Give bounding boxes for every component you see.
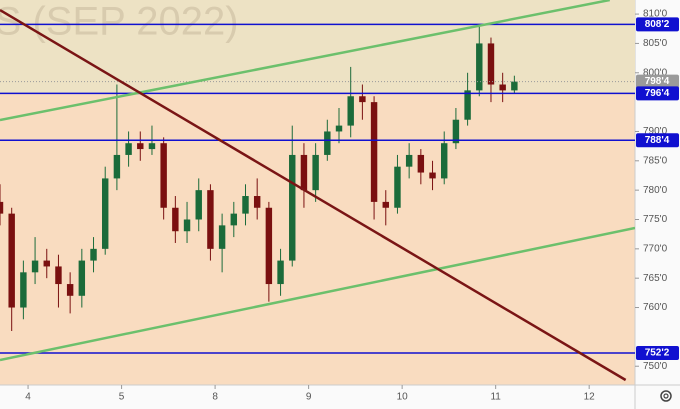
price-badge-label: 788'4 [645,135,670,146]
x-tick-label: 9 [306,392,312,403]
candle-body [347,96,354,126]
price-badge-label: 808'2 [645,19,670,30]
candle-body [78,260,86,296]
candle-body [218,225,226,249]
candle-body [511,81,518,91]
candle-body [207,190,214,249]
candle-body [148,143,156,150]
candle-body [0,201,4,214]
candle-body [172,207,179,232]
y-tick-label: 765'0 [643,273,668,284]
price-badge-label: 798'4 [645,76,670,87]
price-axis [635,0,680,409]
candle-body [452,119,460,144]
y-tick-label: 805'0 [643,38,668,49]
candle-body [476,43,483,91]
candle-body [324,131,331,155]
price-badge [636,346,679,361]
x-tick-label: 11 [490,392,501,403]
settings-icon[interactable] [660,390,672,402]
candle-body [160,143,167,208]
price-badge-label: 796'4 [645,88,670,99]
candle-body [43,260,50,267]
candle-body [90,248,97,261]
candle-body [394,166,401,208]
candle-body [499,84,506,91]
candle-body [242,196,249,214]
candle-body [335,125,343,132]
candle-body [464,90,471,120]
candle-body [370,102,378,202]
candle-body [125,143,132,155]
candle-body [20,272,27,308]
y-tick-label: 760'0 [643,302,668,313]
plot: ES (SEP 2022) [0,0,635,382]
trend-line [0,9,627,382]
y-tick-label: 770'0 [643,243,668,254]
x-tick-label: 10 [397,392,409,403]
candle-body [31,260,39,273]
candle-body [382,201,389,208]
y-tick-label: 750'0 [643,361,668,372]
candle-body [183,219,191,232]
time-axis [0,385,680,409]
candle-body [359,96,366,103]
trend-line [0,0,610,122]
candle-body [113,154,121,179]
y-tick-label: 800'0 [643,67,668,78]
candle-body [405,154,413,167]
candle-body [429,172,436,179]
candle-body [253,196,261,208]
x-tick-label: 5 [119,392,125,403]
candle-body [277,260,284,285]
price-badge [636,17,679,32]
candle-body [312,154,319,191]
y-tick-label: 810'0 [643,9,668,20]
watermark: ES (SEP 2022) [0,0,239,44]
price-badge [636,133,679,148]
x-tick-label: 4 [25,392,31,403]
candle-body [101,178,109,249]
y-tick-label: 775'0 [643,214,668,225]
candle-body [55,266,62,285]
y-tick-label: 785'0 [643,155,668,166]
y-tick-label: 790'0 [643,126,668,137]
price-badge [636,74,679,89]
candle-body [487,43,495,85]
candle-body [137,143,144,150]
candle-body [417,154,425,173]
candle-body [289,154,296,261]
price-badge-label: 752'2 [645,348,670,359]
candle-body [441,143,448,179]
x-tick-label: 12 [584,392,596,403]
candle-body [230,213,238,226]
candle-body [66,284,74,296]
candle-body [300,154,308,191]
trend-line [0,226,635,362]
candle-body [265,207,273,285]
x-tick-label: 8 [212,392,218,403]
candle-body [195,190,202,220]
y-tick-label: 780'0 [643,185,668,196]
candle-body [8,213,15,308]
price-badge [636,86,679,101]
